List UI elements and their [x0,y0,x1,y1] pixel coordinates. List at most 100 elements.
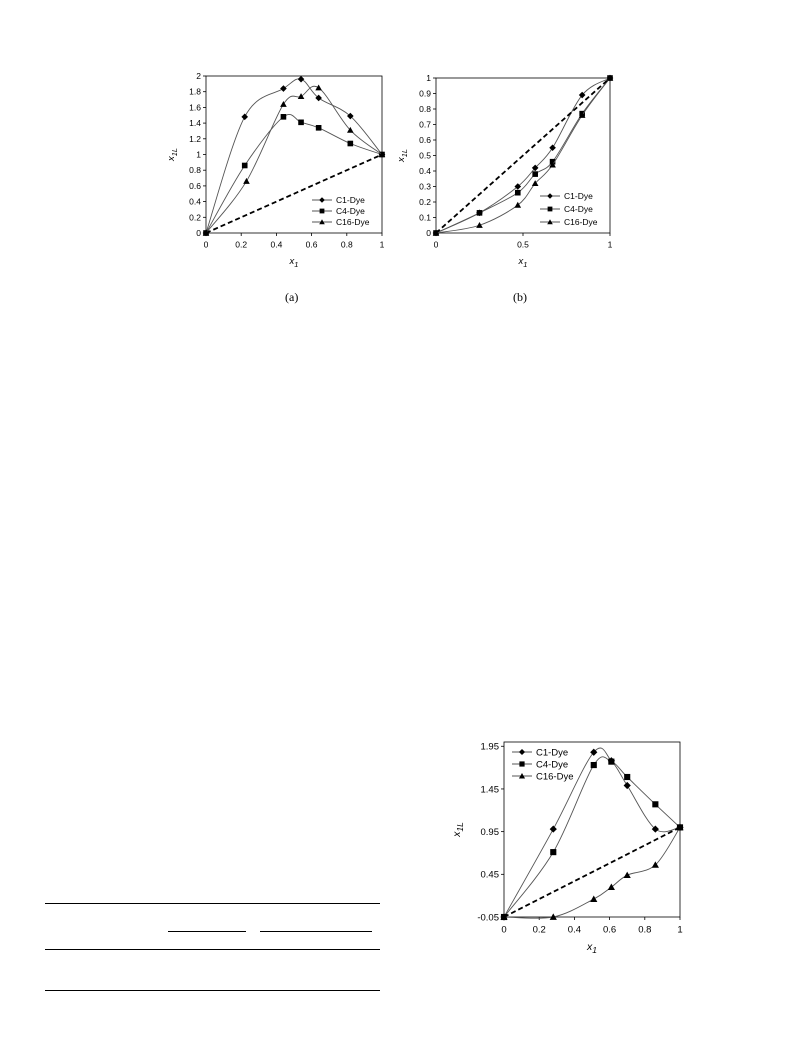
legend-label: C4-Dye [564,204,593,214]
diagonal-reference-line [435,77,611,234]
data-point [476,221,483,228]
legend-marker [518,772,526,779]
x-tick-label: 0.6 [603,925,616,936]
series-C4-Dye [500,756,684,921]
data-point [315,84,322,91]
legend-label: C4-Dye [536,759,568,770]
legend-entry: C4-Dye [540,204,593,214]
diagonal-reference-line [205,153,383,234]
x-tick-label: 1 [677,925,682,936]
legend-marker [519,761,525,767]
x-tick-label: 0.8 [341,240,353,250]
legend-marker [319,197,325,203]
legend-label: C1-Dye [564,191,593,201]
y-tick-label: 0.4 [189,197,201,207]
y-tick-label: 1.8 [189,87,201,97]
table-bottom-rule [45,990,380,991]
data-point [514,189,521,196]
data-point [347,112,354,120]
data-point [531,164,539,172]
x-tick-label: 0 [501,925,506,936]
data-point [532,171,538,177]
y-tick-label: 1.4 [189,118,201,128]
x-tick-label: 0.5 [517,240,529,250]
data-point [514,201,522,208]
data-point [623,781,631,790]
y-tick-label: 0.7 [419,119,431,129]
legend-label: C1-Dye [336,195,365,205]
x-tick-label: 0.4 [270,240,282,250]
data-point [280,85,287,92]
x-tick-label: 0 [434,240,439,250]
legend-label: C16-Dye [536,771,574,782]
data-point [280,100,287,107]
x-tick-label: 0.2 [235,240,247,250]
y-tick-label: 0.2 [189,212,201,222]
y-tick-label: 0.6 [189,181,201,191]
series-line [503,756,681,918]
table-top-rule [45,903,380,904]
legend-entry: C16-Dye [312,217,370,227]
data-point [347,140,354,147]
data-point [315,125,322,131]
legend-marker [547,193,553,199]
data-point [280,114,287,120]
y-tick-label: 1.45 [481,784,500,795]
y-tick-label: 0.2 [419,197,431,207]
data-point [241,113,249,121]
chart-panel-a: 0 0.2 0.4 0.6 0.8 1 0 0.2 0.4 0.6 0.8 1 1.2 1.4 1.6 1.8… [166,71,386,269]
y-tick-label: 0.3 [419,181,431,191]
data-point [514,183,522,190]
legend-marker [319,219,325,225]
series-line [503,747,681,918]
caption-b: (b) [513,290,527,304]
y-tick-label: 0 [196,228,201,238]
y-tick-label: 1.95 [481,742,500,753]
data-point [549,913,557,920]
y-tick-label: 0 [426,228,431,238]
caption-a: (a) [285,290,299,304]
y-tick-label: 0.6 [419,135,431,145]
y-tick-label: -0.05 [477,912,499,923]
diagonal-reference-line [503,826,681,918]
y-tick-label: 2 [196,71,201,81]
legend-marker [518,748,526,756]
y-tick-label: 0.8 [189,165,201,175]
data-point [607,883,615,891]
x-tick-label: 0.2 [533,925,546,936]
y-tick-label: 0.9 [419,88,431,98]
legend-label: C16-Dye [564,217,598,227]
table-group-rule-2 [260,931,372,932]
table-group-rule-1 [168,931,246,932]
data-point [549,825,557,833]
y-tick-label: 1 [426,73,431,83]
y-tick-label: 0.8 [419,104,431,114]
chart-panel-c: 0 0.2 0.4 0.6 0.8 1 -0.05 0.45 0.95 1.45 1.95 x1 x1L… [451,742,684,955]
data-point [549,161,556,168]
y-tick-label: 0.1 [419,212,431,222]
y-tick-label: 1.6 [189,102,201,112]
legend-entry: C1-Dye [512,747,568,758]
series-C1-Dye [500,747,684,921]
data-point [241,162,248,169]
x-tick-label: 1 [380,240,385,250]
data-point [623,871,631,879]
data-point [243,177,250,184]
data-point [651,861,659,868]
y-tick-label: 1 [196,149,201,159]
data-point [297,93,305,100]
legend-label: C4-Dye [336,206,365,216]
legend-entry: C4-Dye [312,206,365,216]
data-point [590,761,597,769]
data-point [606,74,614,81]
x-axis-label: x1 [289,256,299,269]
legend-entry: C16-Dye [540,217,598,227]
table-header-rule [45,949,380,950]
data-point [297,75,305,83]
legend-entry: C4-Dye [512,759,568,770]
data-point [298,119,304,126]
legend-marker [547,206,553,212]
data-point [590,748,598,756]
y-tick-label: 0.95 [481,827,500,838]
data-point [578,111,586,118]
